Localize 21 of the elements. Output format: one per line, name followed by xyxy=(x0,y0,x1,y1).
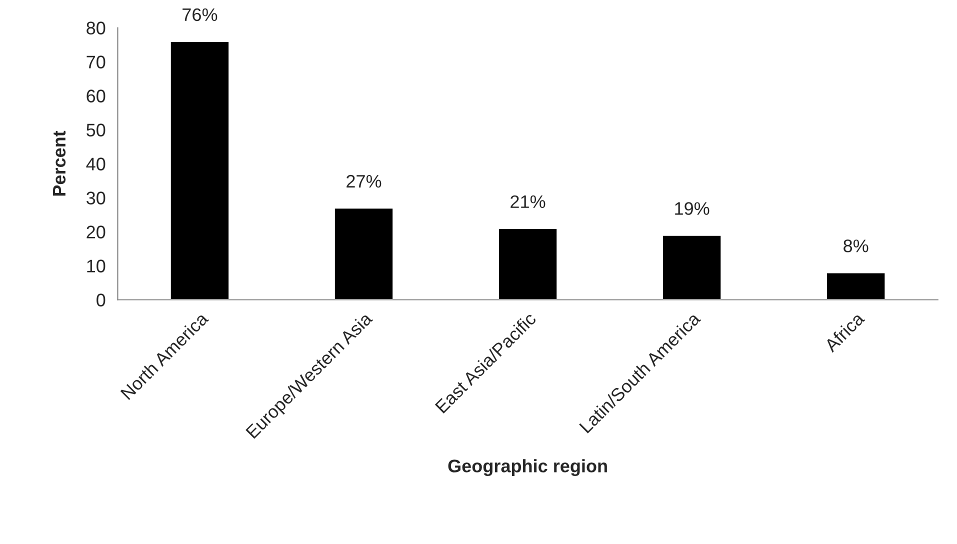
y-tick-label: 70 xyxy=(86,56,106,68)
y-tick-label: 20 xyxy=(86,226,106,238)
bar xyxy=(826,272,886,300)
y-axis-title: Percent xyxy=(52,130,66,196)
y-tick-label: 80 xyxy=(86,22,106,34)
bar xyxy=(170,40,230,300)
bar xyxy=(334,207,394,300)
data-label: 19% xyxy=(675,202,710,215)
y-tick-label: 50 xyxy=(86,124,106,136)
y-tick-label: 30 xyxy=(86,192,106,204)
bar xyxy=(498,228,558,300)
y-tick-label: 10 xyxy=(87,260,106,272)
data-label: 21% xyxy=(510,195,546,208)
x-axis-title: Geographic region xyxy=(448,459,607,476)
y-tick-label: 60 xyxy=(86,90,106,102)
data-label: 76% xyxy=(182,8,218,22)
data-label: 27% xyxy=(346,174,382,188)
y-tick-label: 40 xyxy=(86,158,106,170)
y-tick-label: 0 xyxy=(96,294,106,306)
data-label: 8% xyxy=(844,240,868,252)
bar xyxy=(662,234,722,300)
